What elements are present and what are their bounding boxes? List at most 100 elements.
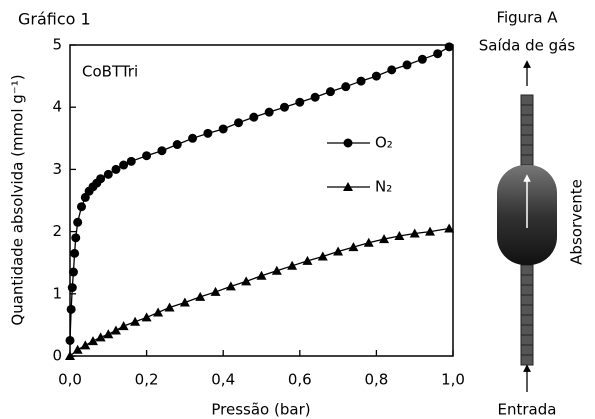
legend-marker bbox=[343, 138, 353, 148]
y-axis-label: Quantidade absolvida (mmol g⁻¹) bbox=[9, 74, 27, 325]
circle-marker bbox=[417, 54, 427, 64]
circle-marker bbox=[157, 146, 167, 156]
triangle-marker bbox=[87, 336, 98, 346]
circle-marker bbox=[371, 71, 381, 81]
chart-title: Gráfico 1 bbox=[18, 10, 91, 29]
tube-segment bbox=[520, 304, 534, 316]
plot-frame bbox=[69, 44, 454, 357]
absorber-label: Absorvente bbox=[568, 179, 586, 265]
triangle-marker bbox=[164, 302, 175, 312]
circle-marker bbox=[71, 233, 81, 243]
circle-marker bbox=[279, 102, 289, 112]
circle-marker bbox=[325, 87, 335, 97]
circle-marker bbox=[96, 174, 106, 184]
tube-segment bbox=[520, 344, 534, 356]
triangle-marker bbox=[141, 312, 152, 322]
circle-marker bbox=[310, 92, 320, 102]
triangle-marker bbox=[72, 344, 83, 354]
tube-segment bbox=[520, 144, 534, 156]
circle-marker bbox=[111, 164, 121, 174]
triangle-marker bbox=[425, 226, 436, 236]
tube-segment bbox=[520, 314, 534, 326]
triangle-marker bbox=[363, 237, 374, 247]
circle-marker bbox=[234, 118, 244, 128]
y-tick-label: 5 bbox=[52, 36, 62, 54]
x-tick-label: 0,4 bbox=[211, 371, 235, 389]
tube-segment bbox=[520, 264, 534, 276]
x-tick-label: 0,8 bbox=[364, 371, 388, 389]
tube-segment bbox=[520, 114, 534, 126]
legend-marker bbox=[343, 182, 353, 191]
y-tick-label: 3 bbox=[52, 160, 62, 178]
triangle-marker bbox=[103, 329, 114, 339]
x-tick-label: 0,2 bbox=[135, 371, 159, 389]
circle-marker bbox=[67, 283, 77, 293]
tube-segment bbox=[520, 274, 534, 286]
circle-marker bbox=[76, 202, 86, 212]
circle-marker bbox=[444, 42, 454, 52]
triangle-marker bbox=[130, 316, 141, 326]
triangle-marker bbox=[241, 276, 252, 286]
annotation: CoBTTri bbox=[82, 63, 138, 81]
triangle-marker bbox=[110, 325, 121, 335]
triangle-marker bbox=[225, 281, 236, 291]
triangle-marker bbox=[271, 265, 282, 275]
circle-marker bbox=[402, 60, 412, 70]
triangle-marker bbox=[118, 321, 129, 331]
triangle-marker bbox=[287, 260, 298, 270]
circle-marker bbox=[126, 156, 136, 166]
triangle-marker bbox=[153, 307, 164, 317]
legend-label: N₂ bbox=[375, 178, 392, 196]
tube-segment bbox=[520, 154, 534, 166]
tube-segment bbox=[520, 354, 534, 366]
tube-segment bbox=[520, 334, 534, 346]
tube-segment bbox=[520, 104, 534, 116]
triangle-marker bbox=[409, 228, 420, 238]
series-line bbox=[69, 46, 450, 341]
tube-segment bbox=[520, 134, 534, 146]
y-tick-label: 2 bbox=[52, 222, 62, 240]
triangle-marker bbox=[348, 242, 359, 252]
series-line bbox=[69, 227, 450, 357]
inlet-label: Entrada bbox=[498, 401, 557, 419]
tube-segment bbox=[520, 94, 534, 106]
x-axis-label: Pressão (bar) bbox=[211, 401, 310, 419]
circle-marker bbox=[387, 65, 397, 75]
circle-marker bbox=[295, 97, 305, 107]
y-tick-label: 1 bbox=[52, 284, 62, 302]
circle-marker bbox=[70, 248, 80, 258]
x-tick-label: 1,0 bbox=[441, 371, 465, 389]
triangle-marker bbox=[394, 230, 405, 240]
triangle-marker bbox=[333, 246, 344, 256]
circle-marker bbox=[73, 217, 83, 227]
legend-label: O₂ bbox=[375, 134, 393, 152]
circle-marker bbox=[188, 133, 198, 143]
triangle-marker bbox=[179, 297, 190, 307]
triangle-marker bbox=[317, 251, 328, 261]
circle-marker bbox=[68, 267, 78, 277]
outlet-label: Saída de gás bbox=[479, 37, 576, 55]
circle-marker bbox=[249, 112, 259, 122]
triangle-marker bbox=[95, 332, 106, 342]
circle-marker bbox=[203, 128, 213, 138]
tube-segment bbox=[520, 324, 534, 336]
figure-a: Figura A Saída de gás Entrada Absorvente bbox=[479, 9, 586, 419]
y-tick-label: 4 bbox=[52, 98, 62, 116]
triangle-marker bbox=[65, 351, 75, 360]
circle-marker bbox=[65, 335, 75, 345]
circle-marker bbox=[66, 304, 76, 314]
y-tick-label: 0 bbox=[52, 347, 62, 365]
triangle-marker bbox=[444, 223, 455, 233]
x-tick-label: 0,6 bbox=[288, 371, 312, 389]
figure-title: Figura A bbox=[496, 9, 558, 27]
circle-marker bbox=[433, 49, 443, 59]
tube-segment bbox=[520, 284, 534, 296]
circle-marker bbox=[172, 140, 182, 150]
triangle-marker bbox=[210, 286, 221, 296]
tube-segment bbox=[520, 124, 534, 136]
circle-marker bbox=[119, 160, 129, 170]
circle-marker bbox=[218, 124, 228, 134]
triangle-marker bbox=[302, 255, 313, 265]
triangle-marker bbox=[195, 291, 206, 301]
